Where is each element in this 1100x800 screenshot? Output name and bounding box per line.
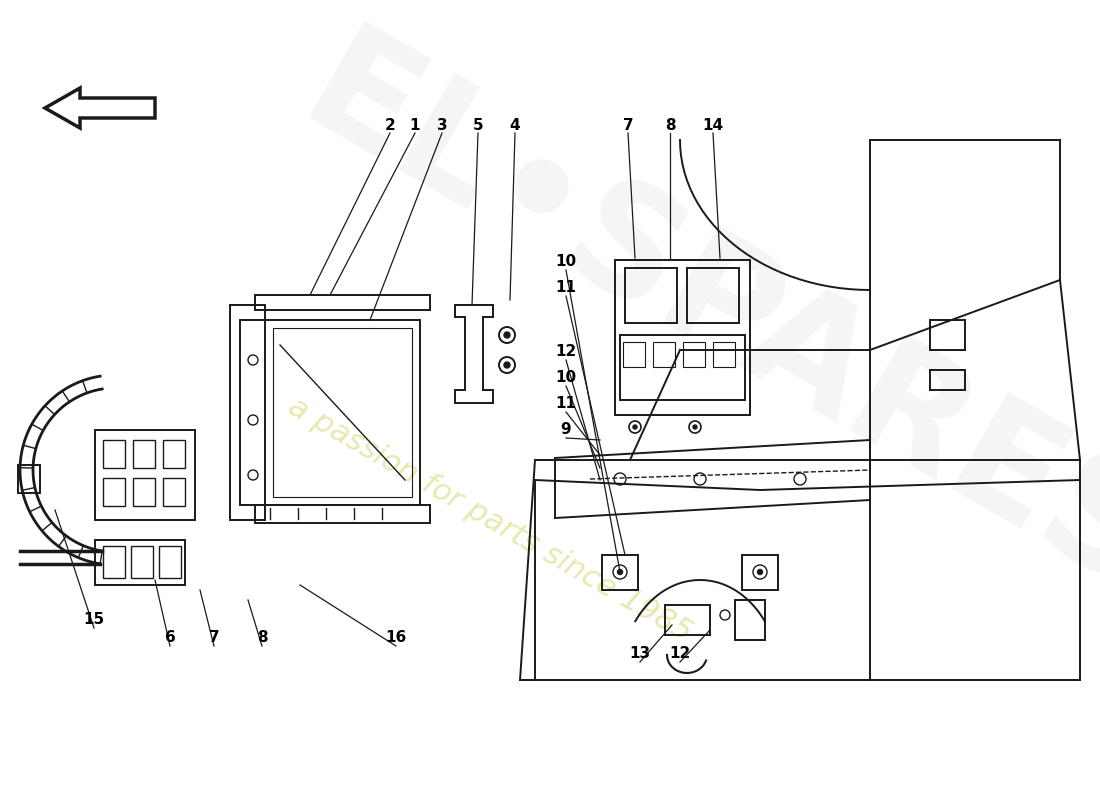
Text: 10: 10: [556, 370, 576, 386]
Text: 10: 10: [556, 254, 576, 270]
Circle shape: [504, 362, 510, 368]
Text: 16: 16: [385, 630, 407, 646]
Text: 11: 11: [556, 397, 576, 411]
Circle shape: [617, 570, 623, 574]
Text: 5: 5: [473, 118, 483, 133]
Circle shape: [758, 570, 762, 574]
Text: 8: 8: [664, 118, 675, 133]
Text: 14: 14: [703, 118, 724, 133]
Circle shape: [632, 425, 637, 429]
Text: 9: 9: [561, 422, 571, 438]
Text: 4: 4: [509, 118, 520, 133]
Text: 7: 7: [209, 630, 219, 646]
Text: 6: 6: [165, 630, 175, 646]
Circle shape: [693, 425, 697, 429]
Text: 8: 8: [256, 630, 267, 646]
Text: 12: 12: [556, 345, 576, 359]
Text: 15: 15: [84, 613, 104, 627]
Text: 7: 7: [623, 118, 634, 133]
Text: 11: 11: [556, 281, 576, 295]
Text: 1: 1: [409, 118, 420, 133]
Text: 2: 2: [385, 118, 395, 133]
Text: 12: 12: [670, 646, 691, 662]
Text: 3: 3: [437, 118, 448, 133]
Circle shape: [504, 332, 510, 338]
Text: a passion for parts since 1985: a passion for parts since 1985: [283, 392, 697, 648]
Text: EL•SPARES: EL•SPARES: [278, 16, 1100, 624]
Text: 13: 13: [629, 646, 650, 662]
